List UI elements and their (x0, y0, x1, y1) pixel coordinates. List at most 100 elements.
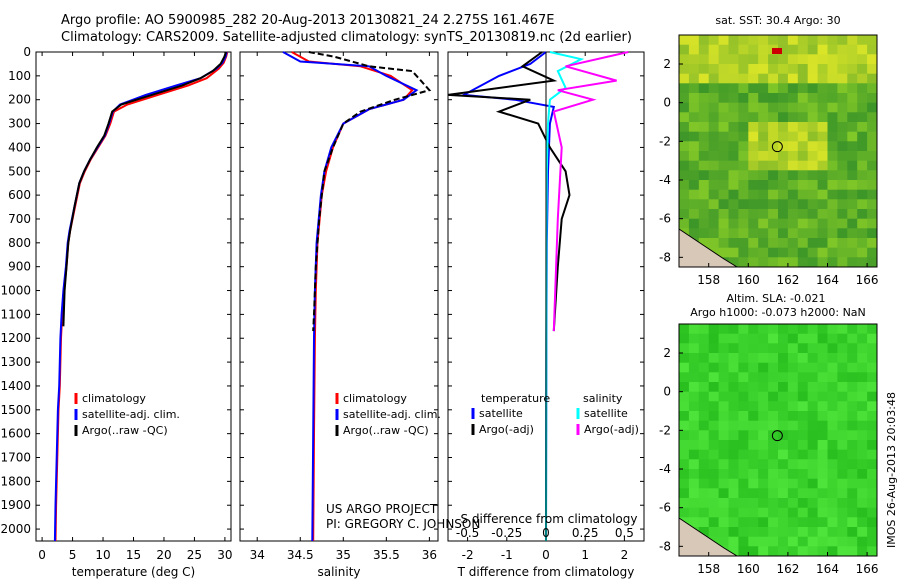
map-cell (738, 362, 749, 373)
map-cell (778, 131, 789, 142)
map-cell (748, 498, 759, 509)
map-cell (827, 517, 838, 528)
map-cell (718, 420, 729, 431)
map-cell (857, 35, 868, 46)
map-cell (748, 343, 759, 354)
map-cell (787, 189, 799, 200)
map-cell (817, 507, 828, 518)
map-cell (787, 122, 799, 133)
map-cell (728, 391, 739, 402)
map-cell (817, 420, 828, 431)
lat-tick-label: -2 (659, 134, 671, 148)
map-cell (718, 73, 729, 84)
map-cell (708, 83, 720, 94)
map-cell (857, 449, 868, 460)
map-cell (778, 372, 789, 383)
map-cell (679, 170, 690, 181)
map-cell (748, 440, 759, 451)
map-cell (857, 401, 868, 412)
map-cell (748, 44, 759, 55)
map-cell (867, 536, 878, 547)
map-cell (679, 459, 690, 470)
climatology-title: Climatology: CARS2009. Satellite-adjuste… (61, 30, 632, 45)
map-cell (728, 64, 739, 75)
series-line (291, 51, 414, 542)
map-cell (778, 247, 789, 258)
depth-tick-label: 1500 (0, 403, 31, 417)
legend-header-salinity: salinity (583, 392, 623, 405)
map-cell (708, 228, 720, 239)
map-cell (837, 64, 848, 75)
map-cell (807, 247, 819, 258)
map-cell (817, 199, 828, 210)
map-cell (688, 478, 700, 489)
map-cell (827, 333, 838, 344)
map-cell (827, 151, 838, 162)
map-cell (728, 44, 739, 55)
map-cell (867, 112, 878, 123)
legend-header-temperature: temperature (481, 392, 550, 405)
map-cell (807, 54, 819, 65)
depth-tick-label: 1300 (0, 355, 31, 369)
map-cell (787, 35, 799, 46)
map-cell (738, 35, 749, 46)
map-cell (728, 218, 739, 229)
map-cell (807, 507, 819, 518)
map-cell (718, 498, 729, 509)
map-cell (847, 546, 858, 557)
map-cell (797, 189, 809, 200)
map-cell (807, 180, 819, 191)
map-cell (787, 372, 799, 383)
map-cell (698, 517, 710, 528)
map-cell (797, 401, 809, 412)
map-cell (728, 527, 739, 538)
map-cell (718, 478, 729, 489)
map-cell (718, 189, 729, 200)
map-cell (768, 180, 779, 191)
map-cell (817, 391, 828, 402)
map-cell (748, 35, 759, 46)
map-cell (778, 257, 789, 268)
map-cell (758, 35, 769, 46)
map-cell (857, 247, 868, 258)
map-cell (817, 247, 828, 258)
map-cell (827, 507, 838, 518)
map-cell (778, 54, 789, 65)
map-frame (678, 323, 878, 557)
map-cell (698, 430, 710, 441)
map-cell (738, 498, 749, 509)
legend-label: climatology (343, 392, 407, 405)
map-cell (807, 64, 819, 75)
map-cell (688, 102, 700, 113)
map-cell (797, 180, 809, 191)
map-cell (797, 478, 809, 489)
map-cell (797, 73, 809, 84)
map-cell (748, 112, 759, 123)
map-cell (748, 507, 759, 518)
map-cell (728, 333, 739, 344)
map-cell (718, 440, 729, 451)
map-cell (718, 122, 729, 133)
map-cell (817, 546, 828, 557)
map-cell (827, 546, 838, 557)
map-cell (787, 362, 799, 373)
map-cell (778, 527, 789, 538)
map-cell (748, 73, 759, 84)
map-cell (728, 199, 739, 210)
imos-stamp: IMOS 26-Aug-2013 20:03:48 (885, 392, 898, 548)
map-cell (847, 93, 858, 104)
map-cell (837, 160, 848, 171)
map-cell (827, 536, 838, 547)
depth-tick-label: 600 (8, 188, 31, 202)
map-cell (787, 324, 799, 335)
map-cell (837, 411, 848, 422)
depth-tick-label: 1900 (0, 498, 31, 512)
map-cell (857, 391, 868, 402)
map-cell (728, 478, 739, 489)
depth-tick-label: 800 (8, 236, 31, 250)
map-cell (847, 324, 858, 335)
map-cell (827, 391, 838, 402)
map-cell (679, 199, 690, 210)
map-cell (738, 507, 749, 518)
x-tick-label: -1 (501, 548, 513, 562)
